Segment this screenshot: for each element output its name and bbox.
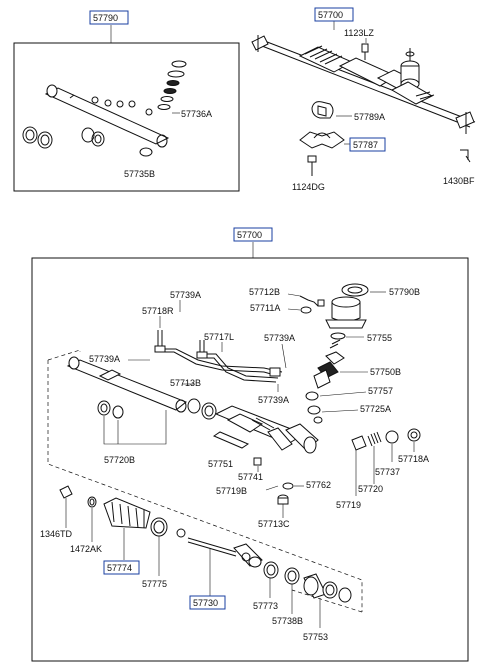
seals-left bbox=[22, 126, 105, 149]
label-57700-top: 57700 bbox=[318, 10, 343, 20]
label-57719B: 57719B bbox=[216, 486, 247, 496]
label-57773: 57773 bbox=[253, 601, 278, 611]
label-1430BF: 1430BF bbox=[443, 176, 475, 186]
label-57711A: 57711A bbox=[250, 303, 280, 313]
bushing-57735B bbox=[139, 147, 153, 157]
label-57750B: 57750B bbox=[370, 367, 401, 377]
label-57717L: 57717L bbox=[204, 332, 234, 342]
nut-57741 bbox=[253, 457, 262, 466]
box-57700-top bbox=[314, 7, 354, 22]
tube-main bbox=[66, 356, 187, 413]
label-57713B: 57713B bbox=[170, 378, 201, 388]
label-1123LZ: 1123LZ bbox=[344, 28, 374, 38]
clamp-57789A bbox=[311, 101, 334, 119]
label-57774: 57774 bbox=[107, 563, 132, 573]
label-57735B: 57735B bbox=[124, 169, 155, 179]
label-57762: 57762 bbox=[306, 480, 331, 490]
label-1124DG: 1124DG bbox=[292, 182, 325, 192]
housing-main bbox=[214, 405, 319, 454]
label-57739A-3: 57739A bbox=[264, 333, 295, 343]
label-57751: 57751 bbox=[208, 459, 233, 469]
pipes-57717L-57718R bbox=[154, 330, 283, 383]
label-57755: 57755 bbox=[367, 333, 392, 343]
orings-57736A bbox=[157, 60, 187, 110]
label-57775: 57775 bbox=[142, 579, 167, 589]
label-57725A: 57725A bbox=[360, 404, 391, 414]
top-left-assembly: 57790 bbox=[13, 10, 240, 192]
pinion-parts bbox=[299, 283, 369, 424]
rings-housing bbox=[187, 398, 217, 420]
frame-57790 bbox=[13, 42, 240, 192]
tube-57790 bbox=[44, 84, 170, 148]
box-57787 bbox=[349, 137, 386, 152]
frame-57700-main bbox=[31, 257, 469, 662]
label-57757: 57757 bbox=[368, 386, 393, 396]
label-1472AK: 1472AK bbox=[70, 544, 102, 554]
tie-rod-57730 bbox=[187, 537, 263, 568]
label-57753: 57753 bbox=[303, 632, 328, 642]
part-57762 bbox=[282, 482, 294, 490]
label-57720B: 57720B bbox=[104, 455, 135, 465]
label-57730: 57730 bbox=[193, 598, 218, 608]
label-1346TD: 1346TD bbox=[40, 529, 73, 539]
label-57718A: 57718A bbox=[398, 454, 429, 464]
label-57700-main: 57700 bbox=[237, 230, 262, 240]
right-parts bbox=[351, 428, 421, 451]
pin-1430BF bbox=[460, 149, 471, 163]
small-rings bbox=[91, 96, 153, 116]
label-57790B: 57790B bbox=[389, 287, 420, 297]
dash-left-bottom bbox=[47, 360, 363, 612]
top-right-assembly: 57700 1123LZ bbox=[251, 7, 476, 192]
bolt-1124DG bbox=[307, 155, 317, 176]
label-57789A: 57789A bbox=[354, 112, 385, 122]
rack-body-top bbox=[251, 35, 476, 134]
box-57790 bbox=[89, 10, 129, 25]
box-57774 bbox=[103, 560, 140, 575]
bracket-57787 bbox=[299, 131, 345, 149]
label-57741: 57741 bbox=[238, 472, 263, 482]
bolt-1123LZ bbox=[361, 43, 369, 60]
label-57736A: 57736A bbox=[181, 109, 212, 119]
label-57712B: 57712B bbox=[249, 287, 280, 297]
label-57713C: 57713C bbox=[258, 519, 290, 529]
label-57737: 57737 bbox=[375, 467, 400, 477]
label-57739A-1: 57739A bbox=[170, 290, 201, 300]
label-57739A-2: 57739A bbox=[89, 354, 120, 364]
label-57719: 57719 bbox=[336, 500, 361, 510]
main-assembly: 57700 57739A 57718R 57717L 57739A 57739A… bbox=[31, 227, 469, 662]
seals-57720B bbox=[97, 400, 124, 419]
lower-left-parts bbox=[59, 485, 186, 538]
label-57738B: 57738B bbox=[272, 616, 303, 626]
label-57787: 57787 bbox=[353, 140, 378, 150]
label-57739A-4: 57739A bbox=[258, 395, 289, 405]
lower-right-parts bbox=[263, 561, 352, 603]
part-57713C bbox=[277, 494, 289, 505]
bar-57751 bbox=[212, 431, 250, 449]
label-57718R: 57718R bbox=[142, 306, 174, 316]
label-57720: 57720 bbox=[358, 484, 383, 494]
label-57790: 57790 bbox=[93, 13, 118, 23]
box-57700-main bbox=[233, 227, 273, 242]
box-57730 bbox=[189, 595, 226, 610]
